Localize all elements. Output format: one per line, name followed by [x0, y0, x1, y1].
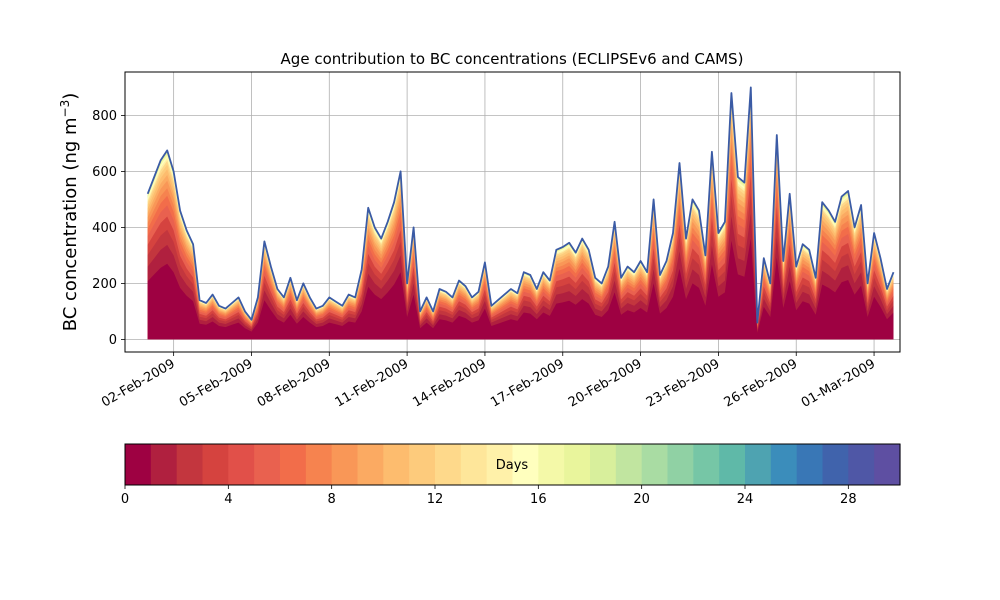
- colorbar-bin: [486, 444, 514, 485]
- colorbar-bin: [848, 444, 875, 485]
- y-axis-label-main: BC concentration (ng m: [60, 117, 81, 331]
- colorbar-bin: [822, 444, 849, 485]
- colorbar-bin: [176, 444, 204, 485]
- colorbar-bin: [641, 444, 669, 485]
- y-tick-label: 200: [92, 277, 117, 292]
- y-tick-label: 600: [92, 165, 117, 180]
- colorbar-bin: [693, 444, 720, 485]
- colorbar-label: Days: [496, 458, 529, 473]
- y-axis-label: BC concentration (ng m−3): [58, 93, 81, 332]
- colorbar-bin: [615, 444, 643, 485]
- y-axis: 0 200 400 600 800: [92, 109, 125, 348]
- colorbar-bin: [331, 444, 359, 485]
- colorbar-tick-label: 0: [121, 492, 129, 507]
- y-tick-label: 800: [92, 109, 117, 124]
- colorbar-bin: [538, 444, 565, 485]
- colorbar-bin: [770, 444, 798, 485]
- y-axis-label-close: ): [60, 93, 81, 100]
- y-tick-label: 400: [92, 221, 117, 236]
- colorbar-bin: [228, 444, 255, 485]
- colorbar-bin: [254, 444, 281, 485]
- colorbar: 0 4 8 12 16 20 24 28: [121, 443, 901, 507]
- colorbar-tick-label: 16: [530, 492, 547, 507]
- total-line: [146, 86, 895, 324]
- colorbar-tick-label: 28: [840, 492, 857, 507]
- age-bands: [147, 87, 894, 340]
- colorbar-bin: [125, 444, 152, 485]
- colorbar-bin: [719, 444, 746, 485]
- colorbar-bin: [590, 444, 617, 485]
- colorbar-bin: [460, 444, 488, 485]
- colorbar-bin: [305, 444, 333, 485]
- colorbar-frame: [124, 443, 901, 486]
- colorbar-tick-label: 24: [737, 492, 754, 507]
- plot-area: [124, 71, 901, 353]
- plot-frame: [124, 71, 901, 353]
- colorbar-bin: [357, 444, 384, 485]
- chart-title: Age contribution to BC concentrations (E…: [281, 50, 744, 68]
- colorbar-bin: [667, 444, 694, 485]
- y-axis-label-exponent: −3: [58, 100, 72, 118]
- colorbar-tick-label: 20: [633, 492, 650, 507]
- colorbar-bin: [564, 444, 591, 485]
- colorbar-bin: [745, 444, 772, 485]
- colorbar-tick-label: 12: [427, 492, 444, 507]
- total-concentration-line: [146, 86, 895, 324]
- colorbar-bin: [435, 444, 462, 485]
- colorbar-bin: [409, 444, 436, 485]
- colorbar-tick-label: 8: [328, 492, 336, 507]
- colorbar-tick-label: 4: [224, 492, 232, 507]
- colorbar-bin: [874, 444, 901, 485]
- colorbar-bin: [280, 444, 307, 485]
- colorbar-bin: [383, 444, 410, 485]
- colorbar-bin: [150, 444, 178, 485]
- colorbar-bin: [796, 444, 824, 485]
- y-tick-label: 0: [109, 333, 117, 348]
- age-band-area: [147, 238, 894, 340]
- colorbar-bin: [202, 444, 229, 485]
- colorbar-bin: [512, 444, 539, 485]
